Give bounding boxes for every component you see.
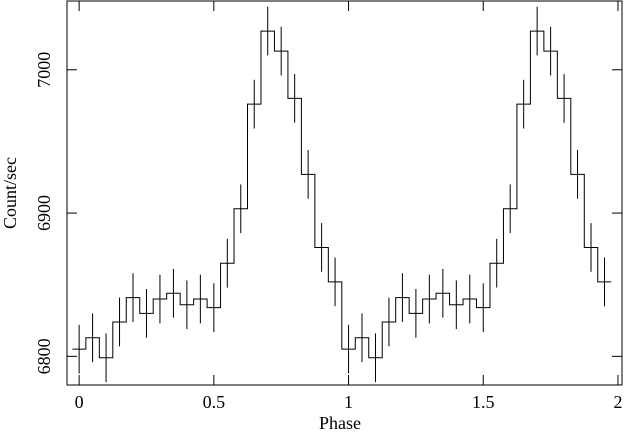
x-tick-label: 2	[613, 392, 622, 412]
x-axis-label: Phase	[319, 413, 361, 433]
y-axis-label: Count/sec	[0, 157, 20, 229]
y-tick-label: 7000	[34, 52, 54, 88]
x-tick-label: 1.5	[472, 392, 495, 412]
plot-frame	[66, 0, 623, 386]
x-tick-label: 1	[344, 392, 353, 412]
y-tick-label: 6800	[34, 338, 54, 374]
step-line	[72, 30, 612, 359]
y-tick-label: 6900	[34, 195, 54, 231]
x-tick-label: 0.5	[203, 392, 226, 412]
x-tick-label: 0	[75, 392, 84, 412]
